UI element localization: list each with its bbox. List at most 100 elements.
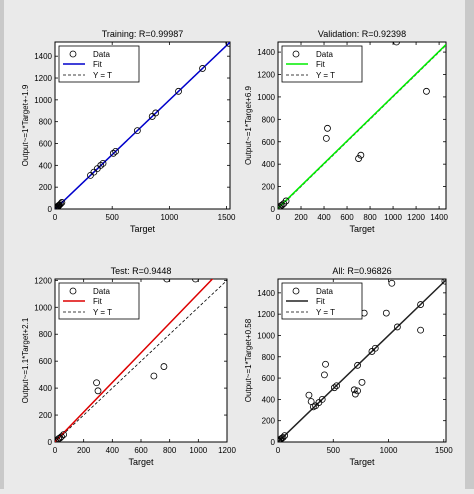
data-point — [350, 386, 358, 394]
y-axis-label: Output~=1*Target+0.58 — [244, 318, 253, 402]
x-axis-label: Target — [128, 457, 154, 467]
legend-entry: Y = T — [316, 71, 335, 80]
x-tick-label: 500 — [327, 446, 341, 455]
data-point — [225, 42, 230, 47]
data-point — [56, 201, 63, 209]
plot-content — [55, 279, 227, 442]
subplot-2: 0 200 400 600 800 1000 1200 1400 0 200 400 600 800 10… — [244, 29, 449, 234]
y-axis-label: Output~=1*Target+6.9 — [244, 85, 253, 165]
y-tick-label: 0 — [48, 438, 53, 447]
data-point — [417, 301, 424, 308]
data-point — [150, 372, 158, 380]
plot-title: All: R=0.96826 — [332, 266, 391, 276]
y-tick-label: 400 — [262, 395, 276, 404]
data-point — [322, 134, 330, 142]
data-point — [94, 387, 102, 395]
y-tick-label: 0 — [48, 205, 53, 214]
data-point — [163, 279, 171, 283]
y-tick-label: 600 — [262, 374, 276, 383]
x-tick-label: 400 — [106, 446, 120, 455]
plot-title: Validation: R=0.92398 — [318, 29, 406, 39]
data-point — [278, 435, 285, 442]
y-tick-label: 600 — [39, 140, 53, 149]
x-tick-label: 1000 — [380, 446, 398, 455]
y-tick-label: 1400 — [257, 289, 275, 298]
x-axis-label: Target — [349, 457, 375, 467]
data-point — [281, 432, 289, 440]
data-point — [371, 344, 379, 352]
data-point — [279, 434, 287, 441]
fit-line — [55, 42, 230, 209]
legend-entry: Fit — [316, 297, 326, 306]
y-tick-label: 1400 — [257, 48, 275, 57]
data-point — [278, 203, 284, 209]
y-tick-label: 200 — [262, 183, 276, 192]
y-tick-label: 400 — [39, 161, 53, 170]
data-point — [305, 391, 313, 399]
x-axis-label: Target — [130, 224, 156, 234]
data-point — [393, 323, 401, 331]
data-point — [160, 363, 168, 370]
y-tick-label: 600 — [262, 138, 276, 147]
y-tick-label: 1200 — [257, 310, 275, 319]
y-tick-label: 1200 — [257, 71, 275, 80]
x-tick-label: 200 — [294, 213, 308, 222]
plot-title: Training: R=0.99987 — [102, 29, 183, 39]
y-tick-label: 1200 — [34, 74, 52, 83]
y-tick-label: 1200 — [34, 276, 52, 285]
plot-title: Test: R=0.9448 — [111, 266, 172, 276]
data-point — [282, 197, 290, 205]
x-axis-label: Target — [349, 224, 375, 234]
data-point — [56, 434, 64, 442]
data-point — [393, 42, 400, 46]
y-tick-label: 400 — [39, 384, 53, 393]
x-tick-label: 1500 — [218, 213, 236, 222]
y-tick-label: 800 — [39, 118, 53, 127]
data-point — [278, 201, 286, 209]
y-tick-label: 1000 — [257, 331, 275, 340]
x-tick-label: 1500 — [435, 446, 453, 455]
x-tick-label: 1000 — [384, 213, 402, 222]
legend-marker-data — [292, 287, 300, 295]
x-tick-label: 1000 — [189, 446, 207, 455]
data-point — [354, 387, 361, 395]
fit-line — [55, 279, 214, 442]
y-tick-label: 1000 — [34, 303, 52, 312]
figure-left-edge — [0, 0, 4, 489]
y-tick-label: 800 — [39, 330, 53, 339]
data-point — [382, 309, 390, 317]
legend-marker-data — [69, 50, 77, 58]
legend-entry: Data — [316, 50, 333, 59]
y-tick-label: 200 — [39, 411, 53, 420]
data-point — [324, 124, 331, 132]
y-tick-label: 0 — [271, 438, 276, 447]
fit-line — [278, 279, 446, 442]
data-point — [357, 151, 365, 159]
data-point — [330, 384, 338, 392]
data-point — [57, 200, 65, 208]
y-tick-label: 1000 — [34, 96, 52, 105]
x-tick-label: 0 — [53, 213, 58, 222]
subplot-1: 0 500 1000 1500 0 200 400 600 800 1000 1200 1400 Tra… — [21, 29, 236, 234]
y-axis-label: Output~=1*Target+-1.9 — [21, 84, 30, 166]
legend-entry: Data — [316, 287, 333, 296]
data-point — [423, 87, 430, 95]
data-point — [333, 382, 340, 390]
data-point — [388, 279, 396, 287]
legend-entry: Y = T — [93, 71, 112, 80]
data-point — [354, 361, 361, 369]
data-point — [417, 326, 424, 334]
data-point — [60, 431, 67, 438]
x-tick-label: 400 — [317, 213, 331, 222]
x-tick-label: 1200 — [218, 446, 236, 455]
data-point — [99, 159, 107, 167]
y-tick-label: 800 — [262, 353, 276, 362]
legend-entry: Fit — [316, 60, 326, 69]
plot-content — [278, 279, 446, 442]
x-tick-label: 800 — [363, 213, 377, 222]
legend-entry: Y = T — [316, 308, 335, 317]
